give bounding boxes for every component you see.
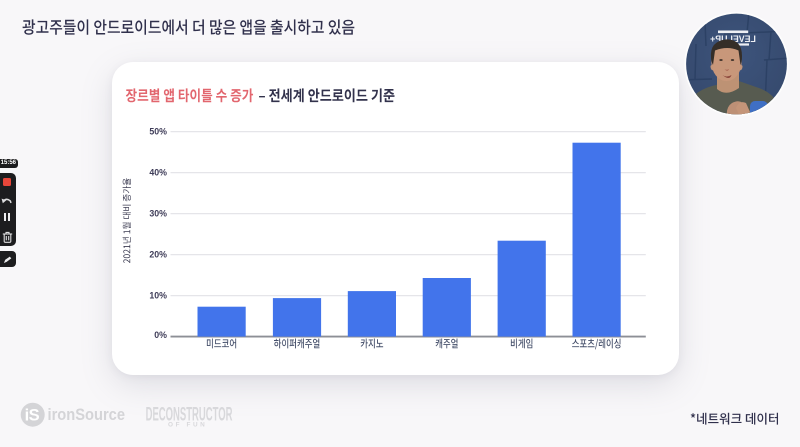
svg-text:DECONSTRUCTOR: DECONSTRUCTOR (146, 404, 233, 426)
svg-text:30%: 30% (149, 209, 167, 219)
svg-text:0%: 0% (154, 330, 167, 340)
svg-text:ironSource: ironSource (48, 406, 126, 424)
svg-text:iS: iS (25, 407, 40, 425)
svg-text:20%: 20% (149, 250, 167, 260)
svg-text:LEVELUP+: LEVELUP+ (710, 34, 756, 44)
svg-text:50%: 50% (149, 127, 167, 137)
svg-text:40%: 40% (149, 168, 167, 178)
svg-text:10%: 10% (149, 291, 167, 301)
svg-text:OF FUN: OF FUN (168, 422, 207, 429)
